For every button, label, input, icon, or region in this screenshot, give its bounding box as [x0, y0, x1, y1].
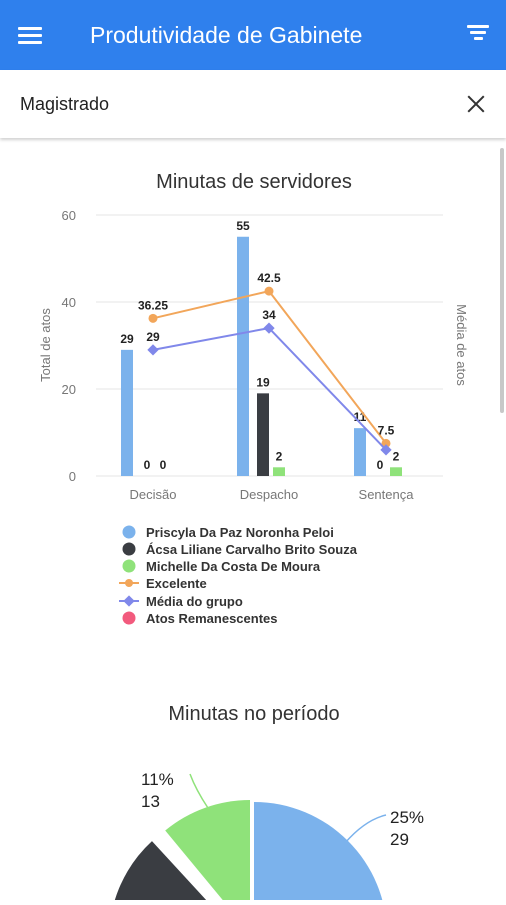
legend-marker: [122, 525, 136, 539]
line-point: [381, 438, 391, 448]
bar-data-label: 0: [160, 458, 167, 472]
bar-data-label: 19: [256, 375, 270, 389]
y-tick-label: 60: [62, 208, 76, 223]
legend-label: Excelente: [146, 576, 207, 591]
hamburger-menu-icon[interactable]: [18, 20, 52, 50]
legend-label: Atos Remanescentes: [146, 611, 278, 626]
legend-label: Ácsa Liliane Carvalho Brito Souza: [146, 542, 358, 557]
filter-label-magistrado[interactable]: Magistrado: [20, 94, 110, 114]
line-point: [148, 313, 158, 323]
legend-marker: [125, 579, 133, 587]
pie-value-label: 29: [390, 830, 409, 849]
bar-data-label: 0: [377, 458, 384, 472]
legend-marker: [123, 595, 135, 607]
bar: [257, 393, 269, 476]
bar: [354, 428, 366, 476]
bar-data-label: 2: [276, 449, 283, 463]
x-tick-label: Decisão: [130, 487, 177, 502]
bar-data-label: 2: [393, 449, 400, 463]
x-tick-label: Sentença: [359, 487, 415, 502]
x-tick-label: Despacho: [240, 487, 299, 502]
bar: [273, 467, 285, 476]
app-bar: Produtividade de Gabinete: [0, 0, 506, 70]
y-axis-left-label: Total de atos: [38, 308, 53, 382]
pie-chart-title: Minutas no período: [168, 703, 339, 725]
pie-percent-label: 11%: [141, 770, 174, 789]
bar: [237, 236, 249, 476]
legend-label: Priscyla Da Paz Noronha Peloi: [146, 525, 334, 540]
legend-marker: [122, 611, 136, 625]
pie-slice: [113, 841, 211, 905]
y-tick-label: 0: [69, 469, 76, 484]
line-data-label: 42.5: [257, 271, 281, 285]
y-axis-ticks: 0 20 40 60: [62, 208, 76, 484]
line-point: [264, 286, 274, 296]
line-data-label: 7.5: [378, 423, 395, 437]
filter-bar: Magistrado: [0, 70, 506, 138]
bar-chart-grid: [96, 214, 443, 477]
charts-canvas: Minutas de servidores Total de atos Médi…: [38, 171, 469, 905]
pie-percent-label: 25%: [390, 808, 424, 827]
x-axis-ticks: Decisão Despacho Sentença: [130, 487, 415, 502]
legend-marker: [122, 542, 136, 556]
pie-slice: [254, 802, 384, 905]
bar-chart: Minutas de servidores Total de atos Médi…: [38, 171, 469, 626]
y-axis-right-label: Média de atos: [454, 304, 469, 386]
scrollbar[interactable]: [500, 148, 504, 413]
chart-legend: Priscyla Da Paz Noronha Peloi Ácsa Lilian…: [119, 525, 358, 626]
line-data-label: 29: [146, 330, 160, 344]
bar-chart-title: Minutas de servidores: [156, 171, 352, 193]
line-data-label: 34: [262, 308, 276, 322]
content-area: Minutas de servidores Total de atos Médi…: [0, 138, 506, 905]
bar: [390, 467, 402, 476]
pie-slice: [165, 800, 250, 905]
line-point: [147, 344, 159, 356]
legend-label: Média do grupo: [146, 594, 243, 609]
pie-chart: Minutas no período 25% 29 11% 13: [113, 703, 424, 905]
line-point: [263, 322, 275, 334]
line-series: 36.25 42.5 7.5 29 34: [138, 271, 395, 456]
pie-label-connector: [189, 773, 209, 809]
bar-data-label: 29: [120, 332, 134, 346]
close-icon[interactable]: [464, 92, 488, 116]
legend-marker: [122, 559, 136, 573]
filter-icon[interactable]: [464, 22, 492, 48]
y-tick-label: 40: [62, 295, 76, 310]
pie-label-connector: [344, 814, 387, 844]
pie-value-label: 13: [141, 792, 160, 811]
pie-slices: 25% 29 11% 13: [113, 770, 424, 905]
page-title: Produtividade de Gabinete: [90, 22, 363, 48]
bar: [121, 349, 133, 476]
legend-label: Michelle Da Costa De Moura: [146, 559, 321, 574]
bar-data-label: 55: [236, 219, 250, 233]
line-data-label: 36.25: [138, 298, 168, 312]
line-point: [380, 444, 392, 456]
bar-data-label: 0: [144, 458, 151, 472]
y-tick-label: 20: [62, 382, 76, 397]
